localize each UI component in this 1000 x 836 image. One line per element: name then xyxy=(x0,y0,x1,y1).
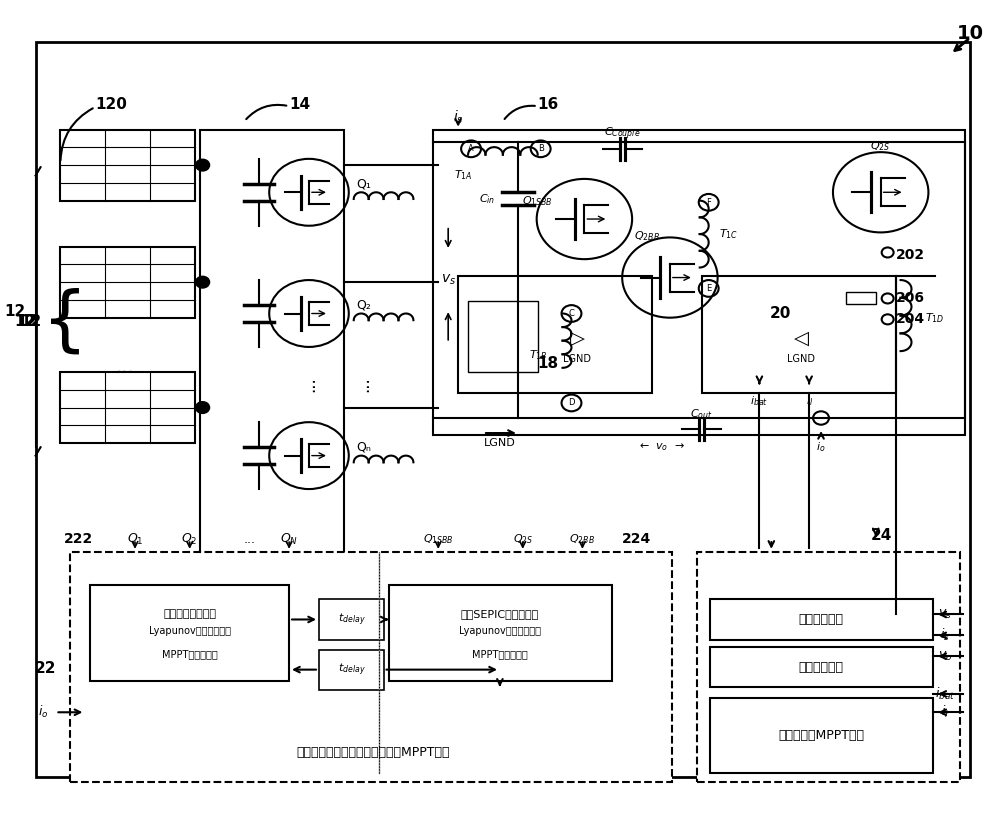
Text: $v_s$: $v_s$ xyxy=(441,273,456,288)
Bar xyxy=(468,301,538,372)
Text: 光伏单元非MPPT控制: 光伏单元非MPPT控制 xyxy=(778,729,864,742)
Text: $Q_1$: $Q_1$ xyxy=(127,532,143,547)
Text: Lyapunov开关极值搜索: Lyapunov开关极值搜索 xyxy=(459,626,541,636)
Text: $T_{1B}$: $T_{1B}$ xyxy=(529,349,548,362)
Bar xyxy=(319,650,384,690)
Text: Q₁: Q₁ xyxy=(357,177,372,191)
Text: D: D xyxy=(568,399,575,407)
Text: $t_{delay}$: $t_{delay}$ xyxy=(338,611,366,628)
Bar xyxy=(60,372,195,443)
Text: $Q_2$: $Q_2$ xyxy=(181,532,198,547)
Text: Q₂: Q₂ xyxy=(357,298,372,312)
Text: $v_o$: $v_o$ xyxy=(938,650,952,663)
Text: MPPT子控制单元: MPPT子控制单元 xyxy=(162,649,218,659)
Bar xyxy=(710,599,933,640)
Text: 206: 206 xyxy=(896,292,925,305)
Text: {: { xyxy=(42,288,88,356)
Text: $Q_{2BB}$: $Q_{2BB}$ xyxy=(634,229,660,242)
Text: 14: 14 xyxy=(289,97,310,112)
Text: 12: 12 xyxy=(14,314,36,329)
Text: $C_{out}$: $C_{out}$ xyxy=(690,407,713,421)
Text: $Q_{1SBB}$: $Q_{1SBB}$ xyxy=(423,533,454,546)
Bar xyxy=(70,552,672,782)
Text: $C_{Couple}$: $C_{Couple}$ xyxy=(604,125,640,142)
Text: Qₙ: Qₙ xyxy=(357,441,372,454)
Text: ...: ... xyxy=(243,533,255,546)
Text: $T_{1A}$: $T_{1A}$ xyxy=(454,169,472,182)
Circle shape xyxy=(196,402,210,414)
Text: 120: 120 xyxy=(95,97,127,112)
Text: 12: 12 xyxy=(20,314,42,329)
Bar xyxy=(458,276,652,393)
Text: $T_{1D}$: $T_{1D}$ xyxy=(925,311,945,324)
Text: $Q_{2S}$: $Q_{2S}$ xyxy=(870,140,891,153)
Text: LGND: LGND xyxy=(563,354,591,364)
Text: 18: 18 xyxy=(537,356,558,371)
Bar xyxy=(710,698,933,773)
Text: $i_l$: $i_l$ xyxy=(941,704,949,721)
Text: $i_s$: $i_s$ xyxy=(940,627,950,644)
Bar xyxy=(60,247,195,318)
Text: 16: 16 xyxy=(538,97,559,112)
Bar xyxy=(433,130,965,435)
Text: F: F xyxy=(706,198,711,206)
Text: 24: 24 xyxy=(871,528,892,543)
Circle shape xyxy=(196,276,210,288)
Text: $i_l$: $i_l$ xyxy=(806,395,813,409)
Text: 12: 12 xyxy=(16,314,38,329)
Text: 224: 224 xyxy=(622,533,651,546)
Text: 12: 12 xyxy=(4,304,26,319)
Text: MPPT子控制单元: MPPT子控制单元 xyxy=(472,649,528,659)
Text: ...: ... xyxy=(300,377,318,392)
Text: $i_{bat}$: $i_{bat}$ xyxy=(750,395,768,409)
Text: $v_s$: $v_s$ xyxy=(938,608,952,621)
Text: 模组投切控制: 模组投切控制 xyxy=(799,613,844,626)
Bar xyxy=(389,585,612,681)
Text: $Q_{2S}$: $Q_{2S}$ xyxy=(513,533,533,546)
Text: $t_{delay}$: $t_{delay}$ xyxy=(338,661,366,678)
Bar xyxy=(319,599,384,640)
Text: 202: 202 xyxy=(896,248,925,262)
Text: ...: ... xyxy=(116,359,134,377)
Circle shape xyxy=(196,160,210,171)
Text: {: { xyxy=(46,282,96,362)
Text: ←  $v_o$  →: ← $v_o$ → xyxy=(639,441,685,453)
Bar xyxy=(697,552,960,782)
Text: $i_{bat}$: $i_{bat}$ xyxy=(935,686,955,702)
Text: 后级SEPIC馈电升降压: 后级SEPIC馈电升降压 xyxy=(461,609,539,619)
Text: 控制策略切换: 控制策略切换 xyxy=(799,660,844,674)
Text: 22: 22 xyxy=(35,661,56,676)
Text: 10: 10 xyxy=(957,24,984,43)
Text: $C_{in}$: $C_{in}$ xyxy=(479,192,495,206)
Text: $Q_{1SBB}$: $Q_{1SBB}$ xyxy=(522,194,553,207)
Bar xyxy=(846,292,876,304)
Bar xyxy=(200,130,344,727)
Text: $i_o$: $i_o$ xyxy=(38,704,49,721)
Text: 前级光伏电压均衡: 前级光伏电压均衡 xyxy=(163,609,216,619)
Text: B: B xyxy=(538,145,544,153)
Text: ...: ... xyxy=(355,377,373,392)
Bar xyxy=(702,276,896,393)
Text: $i_s$: $i_s$ xyxy=(453,109,463,125)
Text: Lyapunov开关极值搜索: Lyapunov开关极值搜索 xyxy=(149,626,231,636)
Bar xyxy=(90,585,289,681)
Text: 204: 204 xyxy=(896,313,925,326)
Text: $i_o$: $i_o$ xyxy=(816,441,826,454)
Bar xyxy=(36,42,970,777)
Text: A: A xyxy=(468,145,474,153)
Text: 光伏储能供电模组功率变换单元MPPT控制: 光伏储能供电模组功率变换单元MPPT控制 xyxy=(297,746,450,759)
Text: LGND: LGND xyxy=(484,438,516,448)
Text: C: C xyxy=(569,309,574,318)
Text: ▷: ▷ xyxy=(570,329,585,348)
Text: E: E xyxy=(706,284,711,293)
Text: LGND: LGND xyxy=(787,354,815,364)
Text: 222: 222 xyxy=(63,533,93,546)
Text: $Q_{2BB}$: $Q_{2BB}$ xyxy=(569,533,595,546)
Text: $Q_N$: $Q_N$ xyxy=(280,532,298,547)
Text: 20: 20 xyxy=(770,306,791,321)
Text: ◁: ◁ xyxy=(794,329,809,348)
Bar xyxy=(710,647,933,687)
Text: $T_{1C}$: $T_{1C}$ xyxy=(719,227,738,241)
Bar xyxy=(60,130,195,201)
